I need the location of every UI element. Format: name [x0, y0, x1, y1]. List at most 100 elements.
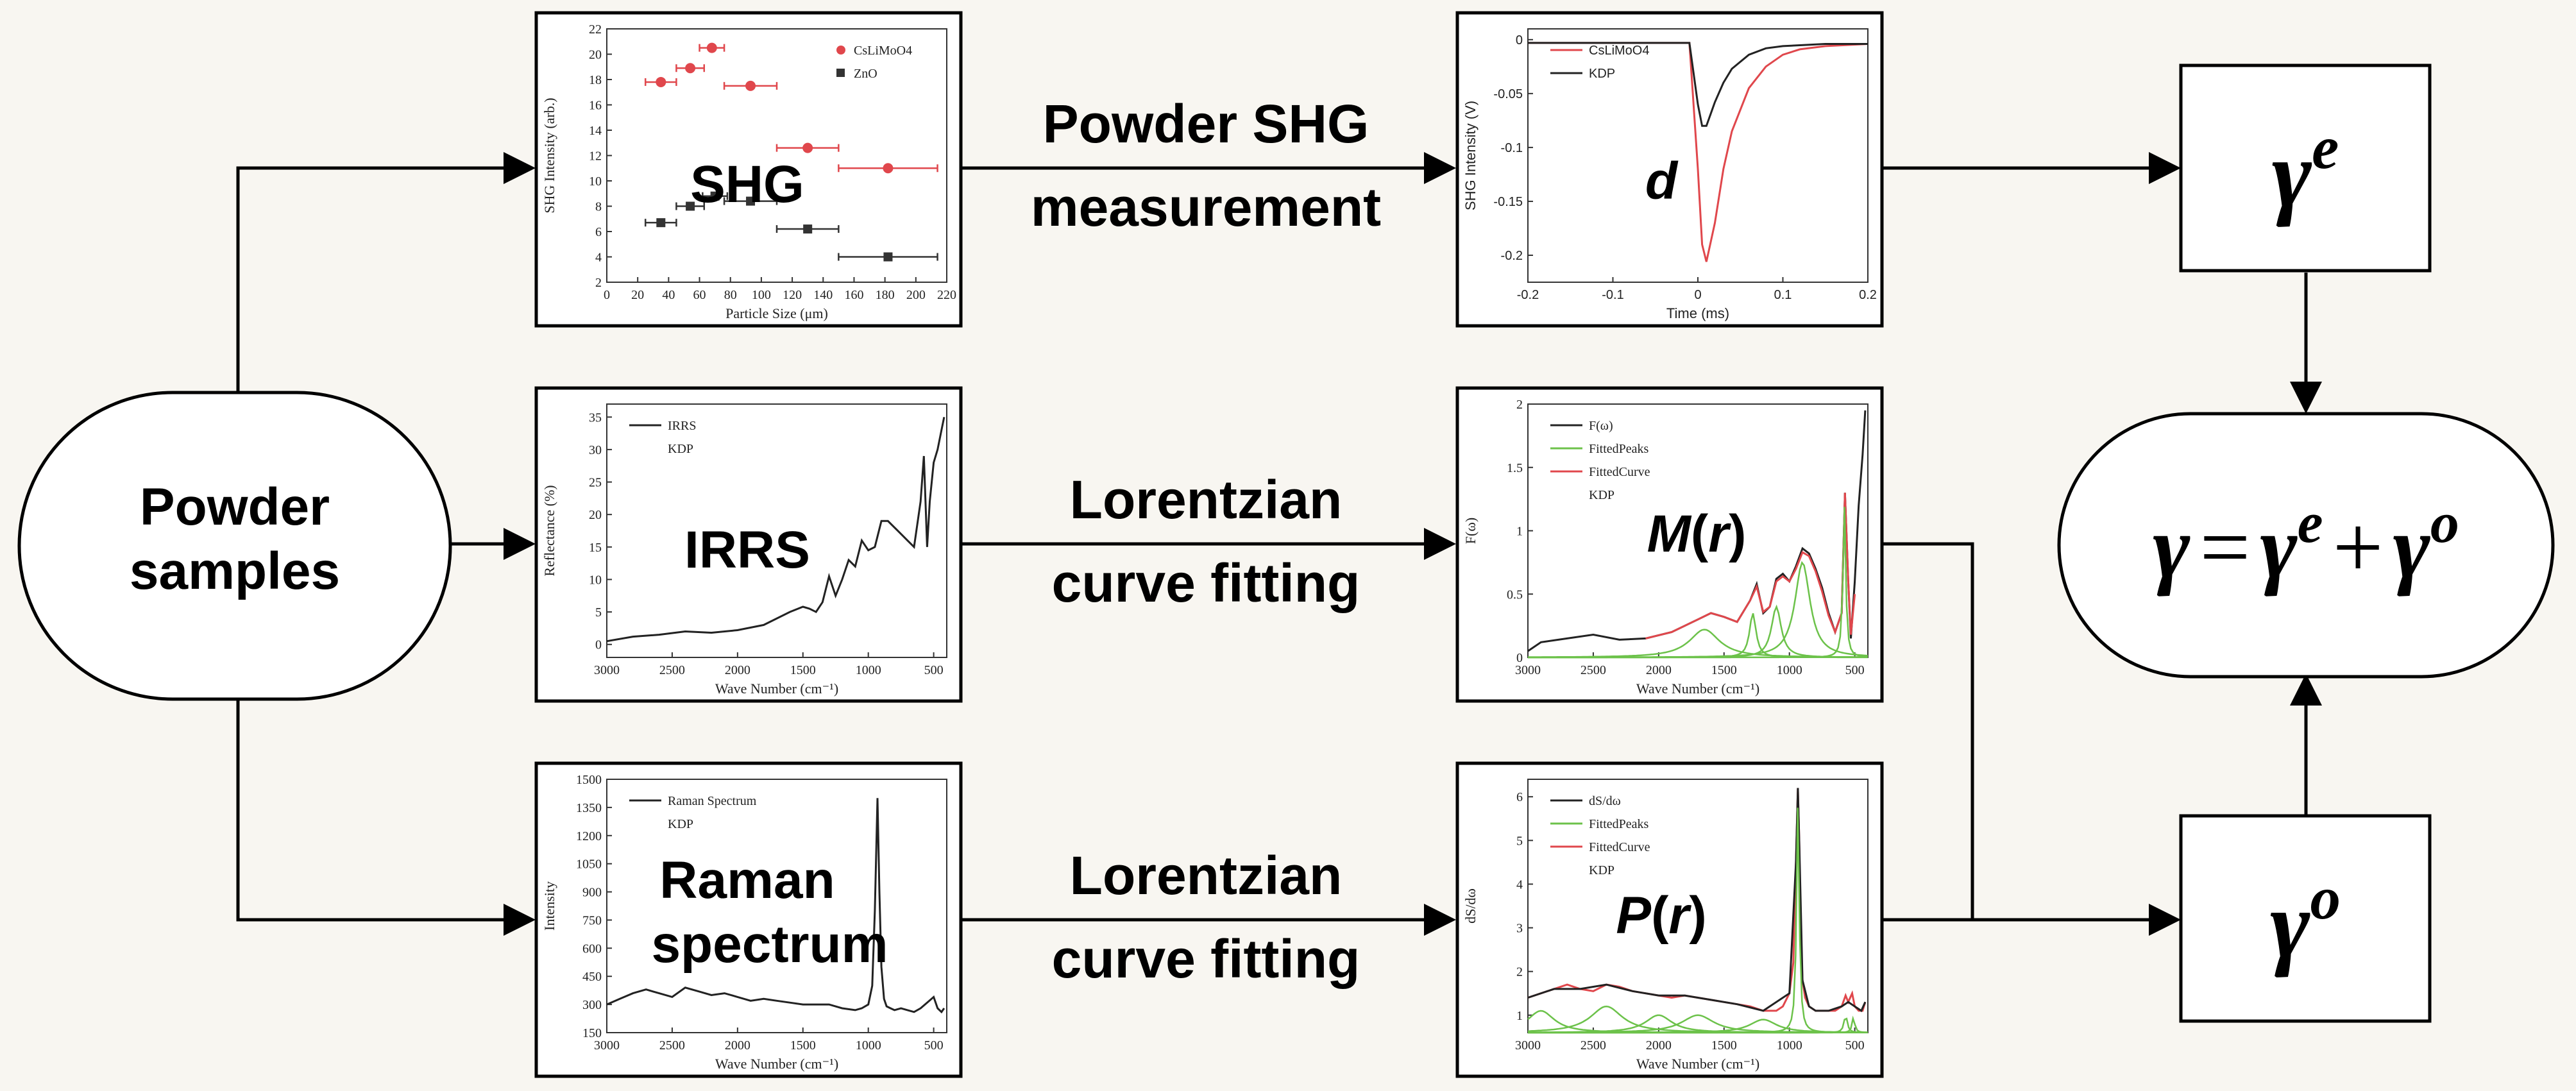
chart-m: 3000 2500 2000 1500 1000 500 0 0.5 1 1.5 2 Wave Num… [1462, 398, 1868, 697]
legend-entry: FittedCurve [1589, 465, 1650, 479]
x-tick-label: 1000 [1777, 1038, 1802, 1053]
x-axis-label: Particle Size (μm) [725, 305, 828, 321]
fitted-peak-line [1528, 507, 1868, 659]
y-tick-label: 8 [595, 200, 602, 214]
legend-entry: KDP [668, 442, 693, 456]
y-tick-label: 6 [595, 225, 602, 239]
node-gamma-e: γe [2179, 63, 2432, 273]
overlay-label-irrs: IRRS [684, 521, 810, 579]
legend-entry: KDP [668, 817, 693, 831]
data-point [710, 191, 720, 201]
y-tick-label: 20 [589, 48, 602, 62]
arrow-powder-to-shg [236, 152, 536, 393]
x-tick-label: 500 [1845, 663, 1865, 677]
gamma-e-box [2179, 63, 2432, 273]
x-tick-label: 140 [813, 288, 833, 302]
legend-entry: FittedPeaks [1589, 817, 1649, 831]
data-point [745, 80, 756, 91]
node-gamma-o: γo [2179, 814, 2432, 1023]
m-pre: M [1647, 505, 1692, 563]
series-line [606, 798, 945, 1014]
x-axis-label: Wave Number (cm⁻¹) [1636, 1056, 1759, 1072]
chart-p: 3000 2500 2000 1500 1000 500 1 2 3 4 5 6 Wave Number… [1462, 779, 1868, 1072]
connectors [236, 152, 2322, 936]
x-tick-label: 2500 [1580, 663, 1606, 677]
gamma-total-g: γ [2153, 498, 2190, 597]
y-tick-label: 2 [595, 276, 602, 290]
y-tick-label: 3 [1516, 922, 1523, 936]
x-tick-label: 20 [631, 288, 644, 302]
data-point [746, 196, 756, 206]
y-tick-label: 20 [589, 508, 602, 522]
powder-samples-line2: samples [130, 542, 340, 600]
y-tick-label: 18 [589, 73, 602, 87]
x-tick-label: 80 [724, 288, 737, 302]
x-tick-label: 100 [752, 288, 771, 302]
y-tick-label: 1 [1516, 1009, 1523, 1023]
y-tick-label: 600 [582, 942, 602, 956]
y-tick-label: -0.1 [1501, 141, 1523, 155]
x-tick-label: 0.1 [1774, 288, 1792, 302]
y-tick-label: 14 [589, 124, 602, 138]
series-line [1528, 42, 1868, 127]
overlay-label-m: M(r) [1647, 505, 1747, 563]
x-tick-label: 2500 [659, 663, 685, 677]
panel-d: -0.2 -0.1 0 0.1 0.2 0 -0.05 -0.1 -0.15 -0.2 Time (… [1455, 11, 1884, 328]
data-point [883, 163, 894, 174]
x-tick-label: 120 [783, 288, 802, 302]
node-powder-samples: Powder samples [17, 391, 452, 701]
gamma-total-eq: = [2199, 498, 2250, 597]
data-point [656, 218, 666, 228]
x-axis-label: Time (ms) [1666, 305, 1729, 321]
x-tick-label: -0.2 [1517, 288, 1539, 302]
gamma-o-formula: γo [2270, 864, 2341, 978]
data-point [686, 201, 695, 211]
legend-entry: KDP [1589, 863, 1614, 877]
x-tick-label: -0.1 [1602, 288, 1623, 302]
overlay-label-raman-line1: Raman [659, 851, 835, 909]
y-tick-label: -0.15 [1493, 195, 1523, 209]
y-tick-label: 2 [1516, 965, 1523, 979]
x-tick-label: 2500 [659, 1038, 685, 1053]
y-tick-label: 5 [1516, 834, 1523, 848]
y-tick-label: 1500 [576, 773, 602, 787]
y-tick-label: 30 [589, 443, 602, 457]
x-tick-label: 500 [1845, 1038, 1865, 1053]
p-var: r [1668, 886, 1691, 945]
chart-shg: 0 20 40 60 80 100 120 140 160 180 200 220 2 4 6 8 10 12 14… [541, 22, 956, 321]
x-tick-label: 1500 [790, 1038, 816, 1053]
overlay-label-raman-line2: spectrum [651, 915, 888, 974]
gamma-total-shape [2057, 412, 2555, 679]
x-tick-label: 1000 [856, 1038, 881, 1053]
y-tick-label: 300 [582, 998, 602, 1012]
label-lorentzian-raman-line1: Lorentzian [1070, 845, 1343, 906]
data-point [883, 252, 893, 262]
x-tick-label: 3000 [594, 1038, 620, 1053]
chart-raman: 3000 2500 2000 1500 1000 500 150 300 450 600 750 90… [541, 773, 947, 1072]
y-tick-label: 1 [1516, 525, 1523, 539]
panel-irrs: 3000 2500 2000 1500 1000 500 0 5 10 15 20 25 30 35 Wav… [534, 386, 963, 703]
y-tick-label: -0.05 [1493, 87, 1523, 101]
x-tick-label: 1500 [1711, 663, 1737, 677]
y-tick-label: 0 [1516, 33, 1523, 47]
y-tick-label: 12 [589, 149, 602, 164]
x-tick-label: 40 [662, 288, 675, 302]
legend-entry: IRRS [668, 419, 696, 433]
x-tick-label: 0 [1694, 288, 1701, 302]
powder-samples-line1: Powder [140, 478, 330, 536]
x-axis-label: Wave Number (cm⁻¹) [1636, 681, 1759, 697]
y-tick-label: 10 [589, 573, 602, 587]
x-axis-label: Wave Number (cm⁻¹) [715, 1056, 838, 1072]
x-tick-label: 0 [604, 288, 610, 302]
y-tick-label: 25 [589, 476, 602, 490]
x-tick-label: 180 [876, 288, 895, 302]
x-tick-label: 0.2 [1859, 288, 1877, 302]
x-tick-label: 220 [937, 288, 956, 302]
x-tick-label: 1000 [1777, 663, 1802, 677]
x-axis-label: Wave Number (cm⁻¹) [715, 681, 838, 697]
x-tick-label: 60 [693, 288, 706, 302]
y-tick-label: 1.5 [1507, 461, 1523, 475]
y-axis-label: SHG Intensity (arb.) [541, 97, 557, 213]
overlay-label-shg: SHG [690, 155, 804, 214]
